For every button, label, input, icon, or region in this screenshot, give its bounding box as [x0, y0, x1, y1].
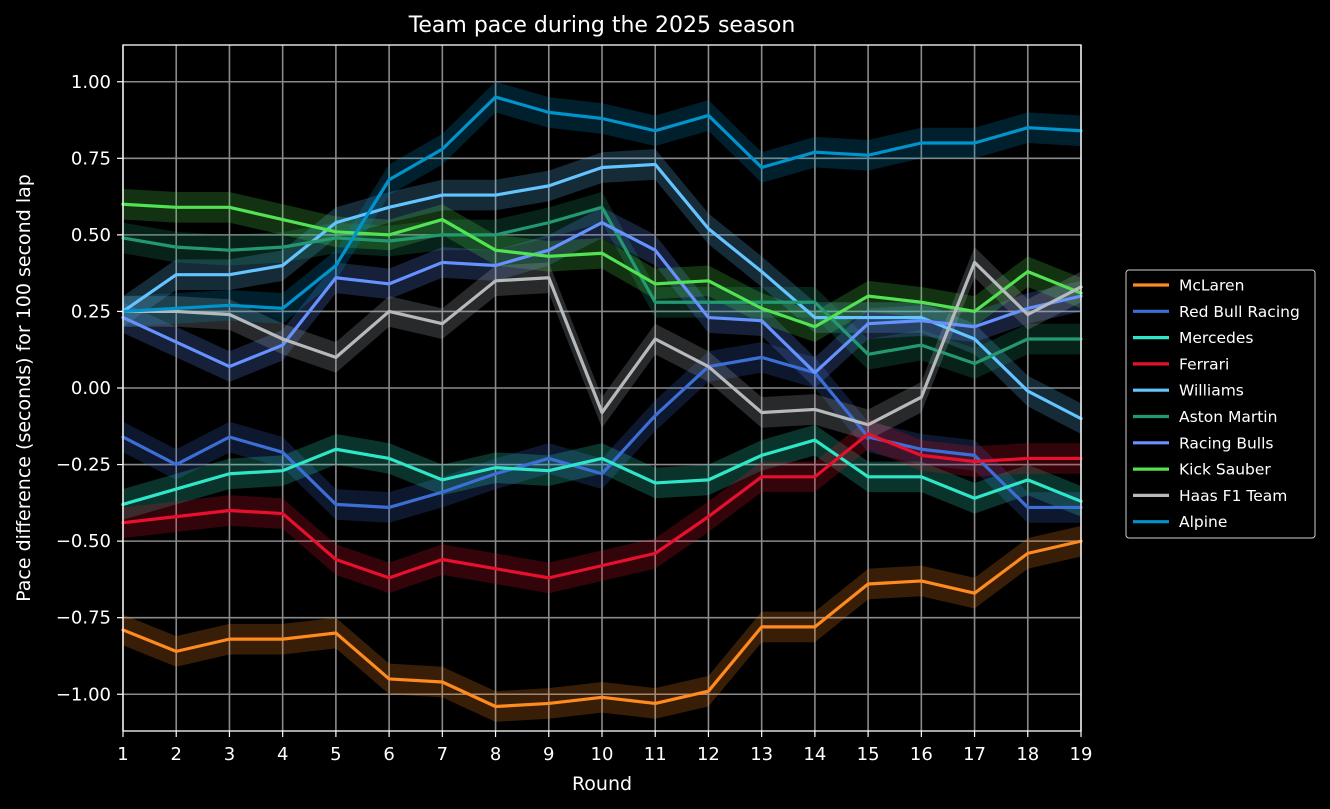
- band-red-bull-racing: [123, 342, 1081, 523]
- line-alpine: [121, 95, 1083, 314]
- band-racing-bulls: [123, 207, 1081, 388]
- band-kick-sauber: [123, 188, 1081, 343]
- legend-label-racing-bulls: Racing Bulls: [1179, 434, 1274, 452]
- x-tick-label-18: 18: [1016, 744, 1039, 765]
- x-axis-ticks: 1 2 3 4 5 6 7 8 9 10 11 12 13 14 15 16 17 18 19: [117, 731, 1092, 765]
- y-tick-label-0: −1.00: [56, 684, 111, 705]
- line-haas-f1-team: [121, 260, 1083, 427]
- x-tick-label-16: 16: [910, 744, 933, 765]
- legend-label-red-bull-racing: Red Bull Racing: [1179, 303, 1300, 321]
- x-tick-label-2: 2: [170, 744, 181, 765]
- band-ferrari: [123, 418, 1081, 594]
- band-alpine: [123, 81, 1081, 327]
- line-williams: [121, 162, 1083, 421]
- grid: [122, 45, 1082, 731]
- y-tick-label-1: −0.75: [56, 608, 111, 629]
- x-tick-label-7: 7: [437, 744, 448, 765]
- legend-label-alpine: Alpine: [1179, 513, 1227, 531]
- band-mclaren: [123, 525, 1081, 722]
- legend-label-ferrari: Ferrari: [1179, 355, 1229, 373]
- legend-label-mclaren: McLaren: [1179, 277, 1244, 295]
- x-tick-label-5: 5: [330, 744, 341, 765]
- legend-label-williams: Williams: [1179, 382, 1244, 400]
- x-axis-label: Round: [572, 773, 632, 795]
- x-tick-label-6: 6: [383, 744, 394, 765]
- y-tick-label-3: −0.25: [56, 455, 111, 476]
- line-ferrari: [121, 432, 1083, 580]
- y-axis-label: Pace difference (seconds) for 100 second…: [13, 174, 35, 602]
- legend-box: [1125, 269, 1316, 539]
- legend-label-haas-f1-team: Haas F1 Team: [1179, 487, 1287, 505]
- legend-label-kick-sauber: Kick Sauber: [1179, 461, 1271, 479]
- legend: McLaren Red Bull Racing Mercedes Ferrari Wil…: [1125, 269, 1316, 539]
- y-tick-label-5: 0.25: [71, 301, 111, 322]
- x-tick-label-3: 3: [224, 744, 235, 765]
- x-tick-label-8: 8: [490, 744, 501, 765]
- y-tick-label-4: 0.00: [71, 378, 111, 399]
- line-kick-sauber: [121, 202, 1083, 329]
- x-tick-label-11: 11: [644, 744, 667, 765]
- series-lines: [121, 95, 1083, 709]
- y-tick-label-8: 1.00: [71, 72, 111, 93]
- y-tick-label-2: −0.50: [56, 531, 111, 552]
- x-tick-label-1: 1: [117, 744, 128, 765]
- x-tick-label-14: 14: [803, 744, 826, 765]
- band-haas-f1-team: [123, 247, 1081, 441]
- y-tick-label-6: 0.50: [71, 225, 111, 246]
- legend-label-mercedes: Mercedes: [1179, 329, 1253, 347]
- legend-label-aston-martin: Aston Martin: [1179, 408, 1277, 426]
- x-tick-label-12: 12: [697, 744, 720, 765]
- x-tick-label-9: 9: [543, 744, 554, 765]
- x-tick-label-19: 19: [1070, 744, 1093, 765]
- x-tick-label-4: 4: [277, 744, 288, 765]
- line-mclaren: [121, 539, 1083, 709]
- y-tick-label-7: 0.75: [71, 148, 111, 169]
- x-tick-label-13: 13: [750, 744, 773, 765]
- x-tick-label-15: 15: [857, 744, 880, 765]
- line-aston-martin: [121, 205, 1083, 366]
- line-red-bull-racing: [121, 355, 1083, 510]
- chart-title: Team pace during the 2025 season: [408, 13, 796, 38]
- y-axis-ticks: −1.00 −0.75 −0.50 −0.25 0.00 0.25 0.50 0.75 1.00: [56, 72, 123, 705]
- x-tick-label-10: 10: [591, 744, 614, 765]
- line-racing-bulls: [121, 221, 1083, 375]
- line-mercedes: [121, 438, 1083, 506]
- x-tick-label-17: 17: [963, 744, 986, 765]
